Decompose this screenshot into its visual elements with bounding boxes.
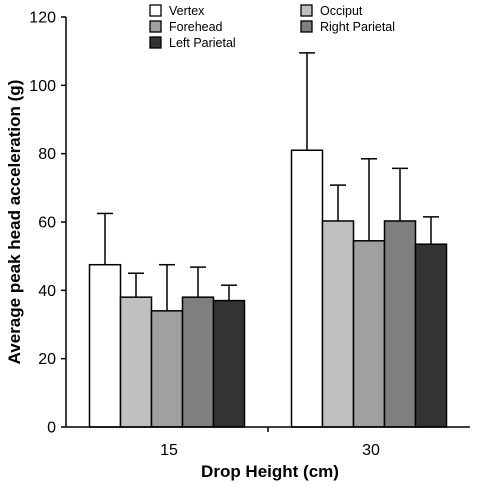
bar-forehead-30 (352, 158, 386, 428)
bar-rect (383, 220, 417, 428)
legend-swatch (149, 20, 162, 33)
bar-rect (290, 149, 324, 428)
bar-right-parietal-30 (383, 167, 417, 428)
y-tick-label: 100 (29, 78, 56, 95)
bar-left-parietal-30 (414, 216, 448, 428)
bar-occiput-15 (119, 272, 153, 428)
x-axis-ticks: 15 30 (160, 427, 380, 459)
legend-item-right-parietal: Right Parietal (300, 20, 395, 34)
legend-label: Vertex (169, 4, 205, 18)
y-axis-title: Average peak head acceleration (g) (5, 80, 24, 365)
legend-label: Occiput (320, 4, 363, 18)
legend-item-vertex: Vertex (149, 4, 205, 18)
x-axis-title: Drop Height (cm) (201, 462, 339, 481)
y-tick-label: 40 (38, 283, 56, 300)
legend-swatch (300, 20, 313, 33)
y-tick-label: 20 (38, 351, 56, 368)
bar-vertex-15 (88, 212, 122, 428)
bar-vertex-30 (290, 52, 324, 428)
legend: Vertex Occiput Forehead Right Parietal Left … (149, 4, 395, 50)
bar-forehead-15 (150, 263, 184, 428)
legend-swatch (300, 4, 313, 17)
y-tick-label: 120 (29, 10, 56, 27)
legend-label: Forehead (169, 20, 223, 34)
y-axis-ticks: 0 20 40 60 80 100 120 (29, 10, 66, 437)
bar-right-parietal-15 (181, 266, 215, 428)
legend-swatch (149, 4, 162, 17)
legend-item-left-parietal: Left Parietal (149, 36, 236, 50)
legend-item-occiput: Occiput (300, 4, 363, 18)
legend-label: Left Parietal (169, 36, 236, 50)
bar-rect (119, 296, 153, 428)
bar-rect (414, 243, 448, 428)
y-tick-label: 60 (38, 215, 56, 232)
bar-left-parietal-15 (212, 284, 246, 428)
bar-rect (352, 240, 386, 428)
x-tick-label: 15 (160, 442, 178, 459)
bar-rect (212, 299, 246, 428)
legend-swatch (149, 36, 162, 49)
bar-rect (88, 263, 122, 428)
legend-item-forehead: Forehead (149, 20, 223, 34)
bar-occiput-30 (321, 184, 355, 428)
y-tick-label: 80 (38, 146, 56, 163)
bar-rect (150, 310, 184, 428)
y-tick-label: 0 (47, 420, 56, 437)
legend-label: Right Parietal (320, 20, 395, 34)
x-tick-label: 30 (362, 442, 380, 459)
bars (88, 52, 448, 428)
bar-rect (181, 296, 215, 428)
bar-rect (321, 220, 355, 428)
